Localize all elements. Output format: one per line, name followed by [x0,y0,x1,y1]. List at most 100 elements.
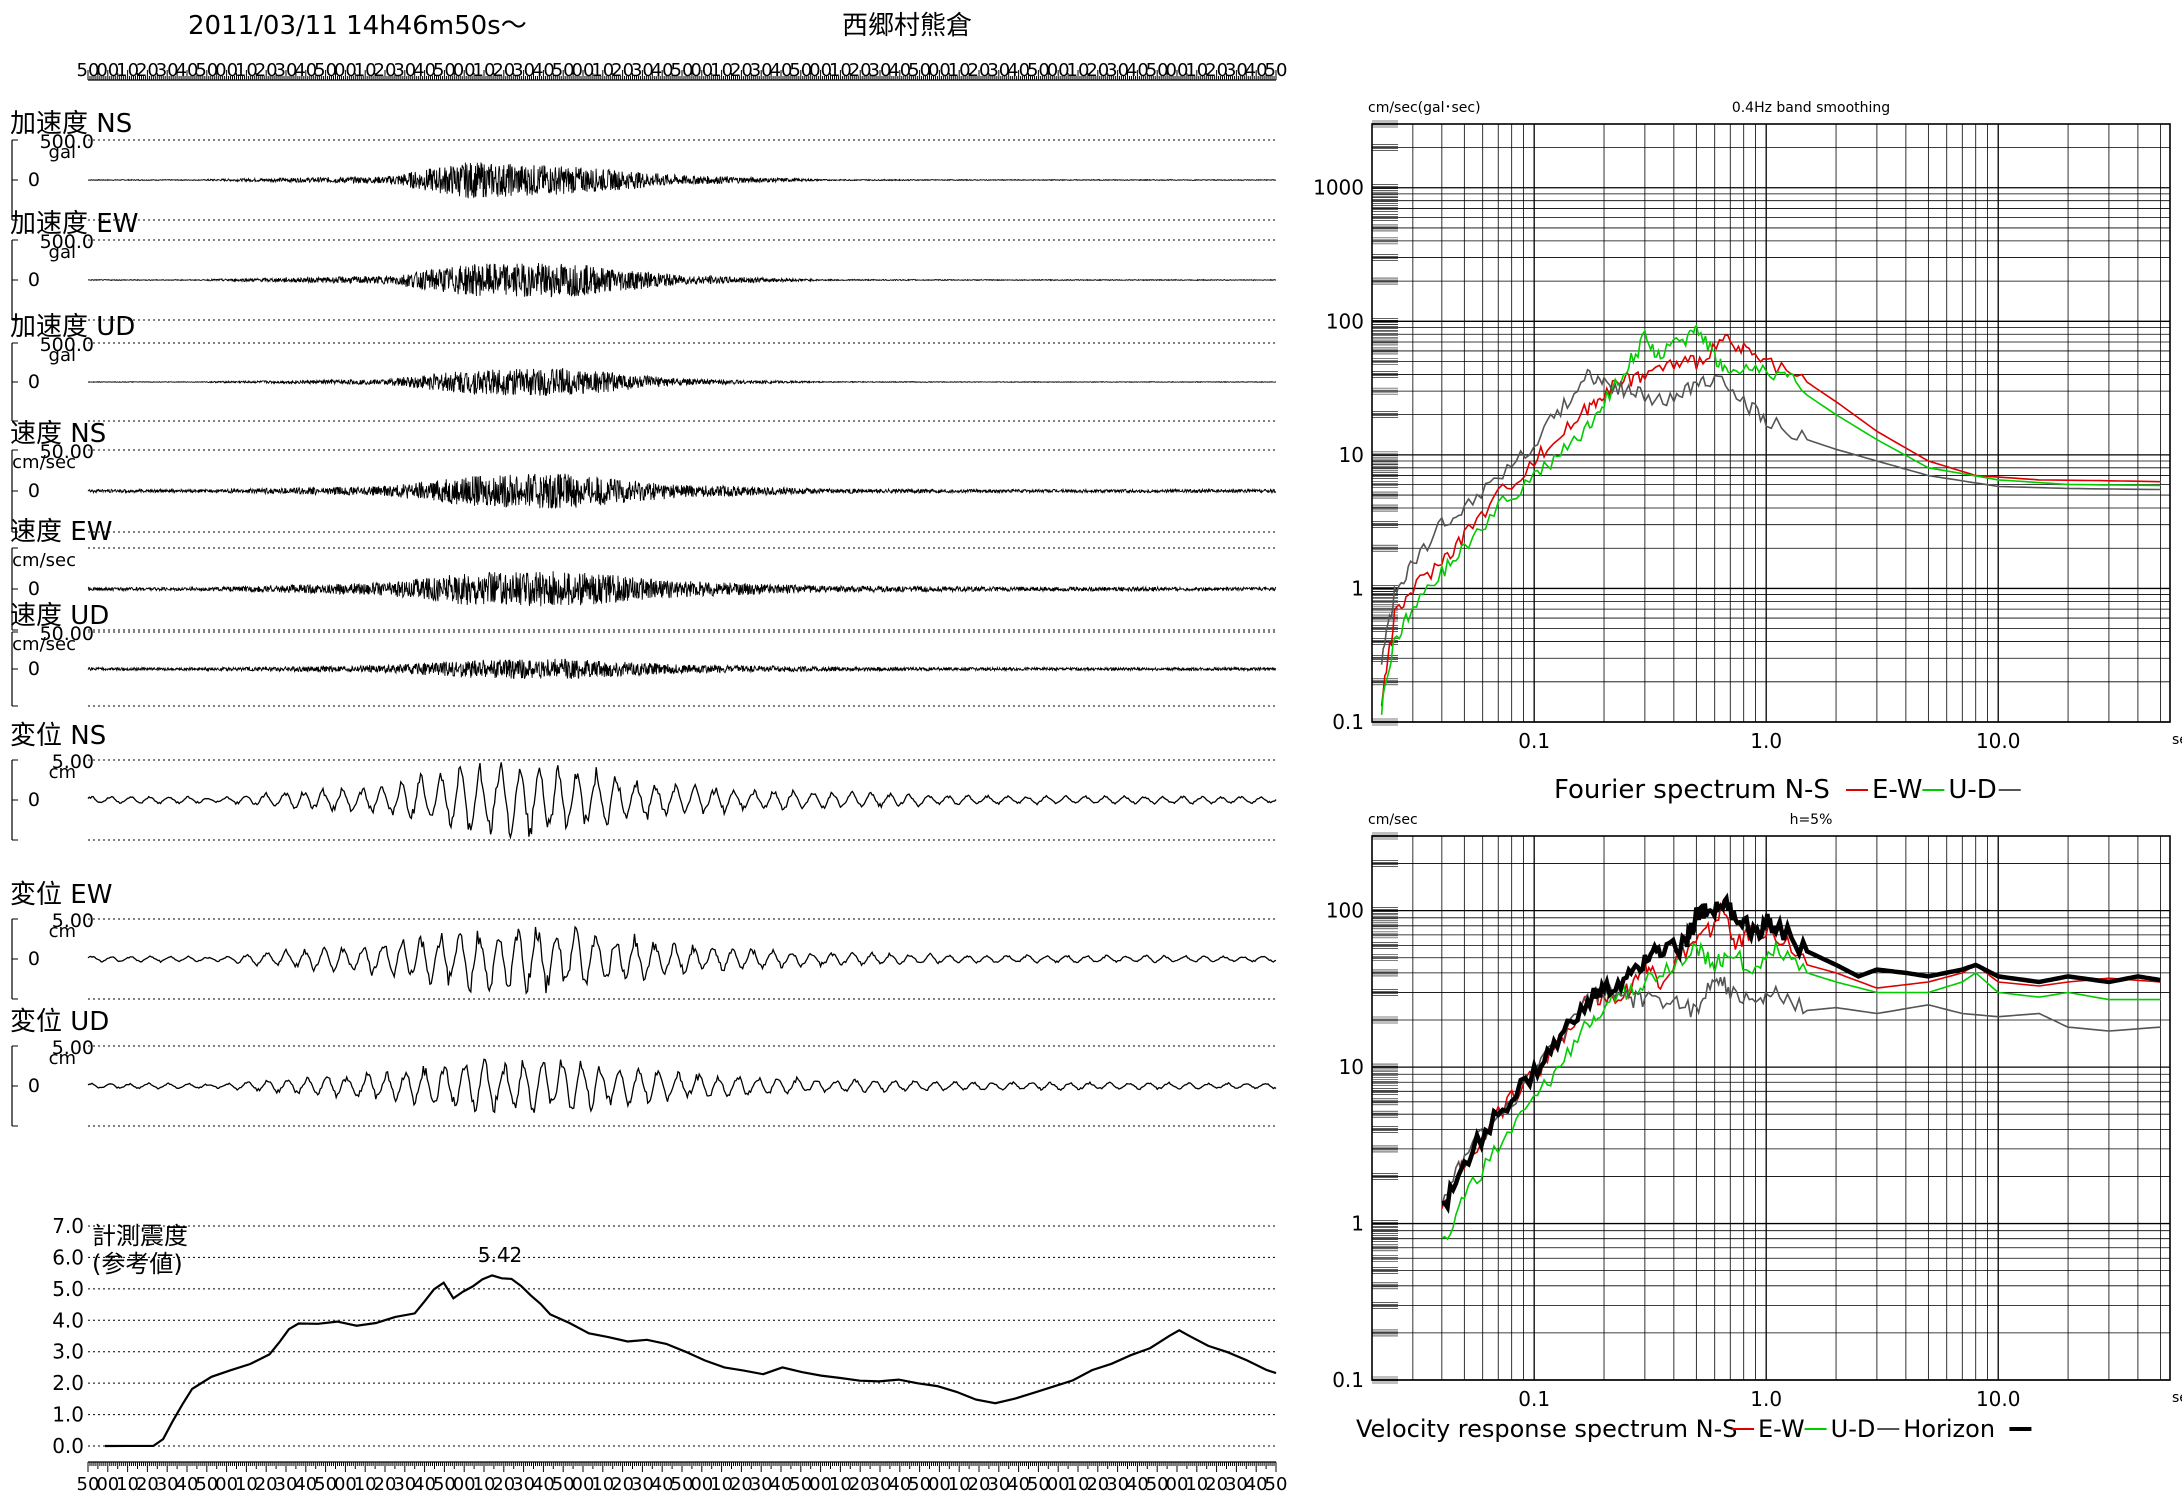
axis-tick-label: 40 [413,60,436,81]
axis-tick-label: 40 [176,1474,199,1495]
axis-tick-label: 30 [1225,1474,1248,1495]
axis-tick-label: 10 [591,60,614,81]
fourier-spectrum-panel: 0.1 1.0 10.0 0.1 1 10 100 1000 sec cm/sec(gal･sec… [1313,100,2182,805]
panel-label: 加速度 EW [10,209,138,239]
axis-tick-label: 10 [473,60,496,81]
axis-tick-label: 20 [849,1474,872,1495]
axis-tick-label: 00 [96,1474,119,1495]
axis-tick-label: 50 [908,1474,931,1495]
axis-tick-label: 30 [512,60,535,81]
axis-tick-label: 40 [1126,60,1149,81]
legend-label: Velocity response spectrum N-S [1356,1415,1737,1443]
axis-tick-label: 10 [354,60,377,81]
waveform-trace [87,658,1277,680]
y-tick-label: 100 [1326,309,1364,333]
axis-tick-label: 40 [532,60,555,81]
axis-tick-label: 10 [1185,1474,1208,1495]
axis-tick-label: 10 [829,1474,852,1495]
axis-tick-label: 20 [1086,60,1109,81]
plot-frame [1371,123,2171,723]
axis-tick-label: 10 [591,1474,614,1495]
axis-tick-label: 40 [294,1474,317,1495]
axis-tick-label: 30 [987,60,1010,81]
intensity-tick-label: 4.0 [52,1308,84,1332]
axis-tick-label: 10 [235,60,258,81]
axis-tick-label: 20 [1205,1474,1228,1495]
x-axis-label: sec [2172,1390,2182,1406]
axis-tick-label: 20 [492,60,515,81]
intensity-title: (参考値) [92,1250,183,1278]
waveform-trace [87,1058,1277,1114]
axis-tick-label: 40 [1245,1474,1268,1495]
y-axis-label: cm/sec(gal･sec) [1368,100,1481,116]
axis-tick-label: 30 [869,1474,892,1495]
intensity-tick-label: 2.0 [52,1371,84,1395]
axis-tick-label: 50 [77,1474,100,1495]
scale-unit: cm [49,1048,76,1069]
velocity-response-panel: 0.1 1.0 10.0 0.1 1 10 100 sec cm/sec h=5% Velocity… [1326,812,2182,1443]
axis-tick-label: 50 [552,60,575,81]
axis-tick-label: 40 [1126,1474,1149,1495]
axis-tick-label: 50 [433,1474,456,1495]
x-tick-label: 10.0 [1976,1387,2021,1411]
intensity-panel: 0.0 1.0 2.0 3.0 4.0 5.0 6.0 7.0 計測震度(参考値) 5.42 [52,1214,1277,1458]
axis-tick-label: 30 [987,1474,1010,1495]
axis-tick-label: 20 [255,60,278,81]
axis-tick-label: 30 [275,60,298,81]
axis-tick-label: 10 [1185,60,1208,81]
axis-tick-label: 50 [671,1474,694,1495]
axis-tick-label: 10 [116,60,139,81]
axis-tick-label: 50 [671,60,694,81]
waveform-trace [87,571,1277,607]
series-line-u-d [1380,368,2161,665]
scale-unit: cm/sec [12,452,76,473]
zero-label: 0 [28,658,40,680]
axis-tick-label: 00 [1166,1474,1189,1495]
axis-tick-label: 20 [611,60,634,81]
axis-tick-label: 00 [572,1474,595,1495]
axis-tick-label: 20 [374,60,397,81]
axis-tick-label: 00 [1047,1474,1070,1495]
axis-tick-label: 00 [572,60,595,81]
zero-label: 0 [28,371,40,393]
x-tick-label: 1.0 [1750,729,1782,753]
series-line-n-s [1380,333,2161,707]
axis-tick-label: 10 [829,60,852,81]
axis-tick-label: 30 [1106,1474,1129,1495]
axis-tick-label: 20 [255,1474,278,1495]
axis-tick-label: 50 [908,60,931,81]
chart-title: h=5% [1790,812,1833,828]
scale-unit: cm [49,762,76,783]
station-name: 西郷村熊倉 [842,11,972,41]
axis-tick-label: 20 [136,1474,159,1495]
y-tick-label: 1000 [1313,176,1364,200]
axis-tick-label: 00 [96,60,119,81]
axis-tick-label: 30 [750,60,773,81]
axis-tick-label: 40 [1007,60,1030,81]
axis-tick-label: 50 [789,1474,812,1495]
axis-tick-label: 10 [710,1474,733,1495]
axis-tick-label: 50 [195,60,218,81]
scale-unit: gal [49,142,76,163]
scale-value: 50.00 [40,441,94,463]
axis-tick-label: 30 [512,1474,535,1495]
x-tick-label: 0.1 [1518,729,1550,753]
legend-label: Horizon [1903,1415,1995,1443]
axis-tick-label: 00 [690,60,713,81]
axis-tick-label: 20 [968,60,991,81]
zero-label: 0 [28,480,40,502]
axis-tick-label: 10 [354,1474,377,1495]
series-line-horizon [1441,892,2161,1214]
axis-tick-label: 30 [631,1474,654,1495]
scale-unit: cm/sec [12,634,76,655]
axis-tick-label: 30 [275,1474,298,1495]
axis-tick-label: 00 [215,60,238,81]
zero-label: 0 [28,269,40,291]
panel-label: 変位 EW [10,880,112,910]
intensity-peak-label: 5.42 [478,1243,523,1267]
axis-tick-label: 30 [156,1474,179,1495]
